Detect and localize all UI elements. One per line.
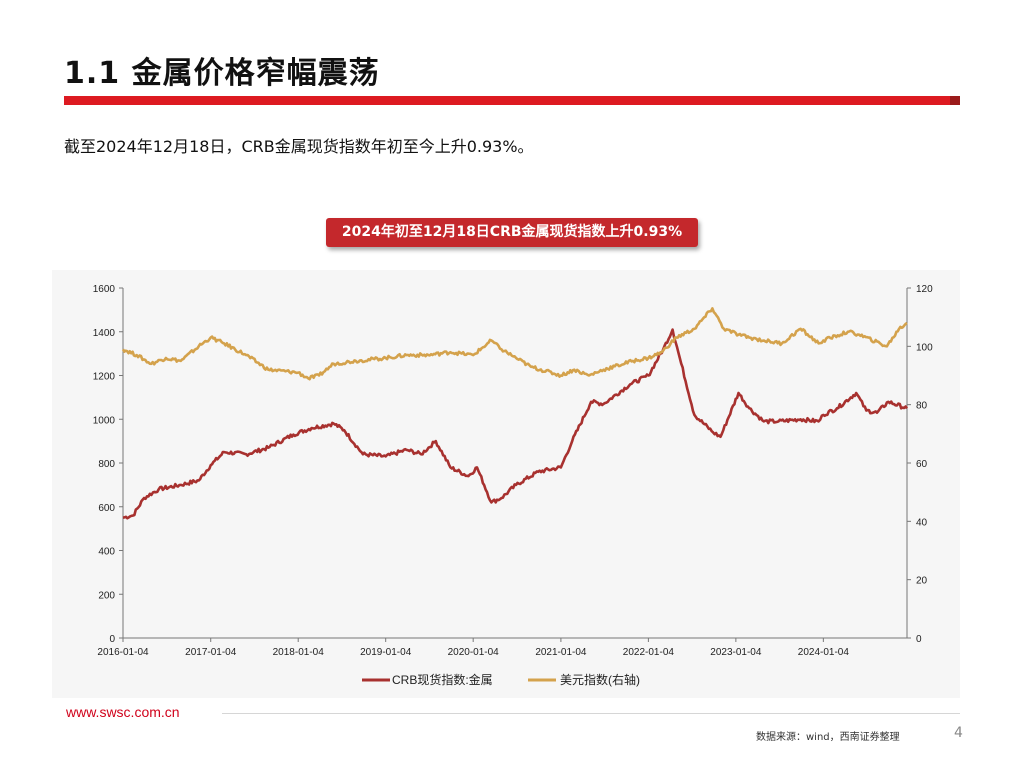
right-axis-tick-label: 20 [916,576,928,587]
right-axis-tick-label: 0 [916,634,922,645]
x-axis-tick-label: 2018-01-04 [273,647,325,658]
left-axis-tick-label: 400 [98,547,115,558]
data-source-note: 数据来源：wind，西南证券整理 [756,732,900,743]
footer-website-link[interactable]: www.swsc.com.cn [66,704,180,720]
page-number: 4 [954,725,963,741]
crb-metals-series-line [122,328,909,520]
x-axis-tick-label: 2017-01-04 [185,647,237,658]
left-axis-tick-label: 0 [109,634,115,645]
right-axis-tick-label: 60 [916,459,928,470]
title-underline [64,96,960,105]
footer-divider [222,713,960,714]
right-axis-tick-label: 80 [916,401,928,412]
left-axis-tick-label: 1600 [93,284,116,295]
left-axis-tick-label: 1400 [93,328,116,339]
left-axis-tick-label: 800 [98,459,115,470]
usd-index-series-line [121,307,908,381]
page-title: 1.1 金属价格窄幅震荡 [64,56,380,91]
x-axis-tick-label: 2021-01-04 [535,647,587,658]
right-axis-tick-label: 100 [916,342,933,353]
x-axis-tick-label: 2016-01-04 [97,647,149,658]
x-axis-tick-label: 2023-01-04 [710,647,762,658]
chart-title-banner: 2024年初至12月18日CRB金属现货指数上升0.93% [326,218,698,247]
legend-label-crb: CRB现货指数:金属 [392,672,493,687]
left-axis-tick-label: 200 [98,590,115,601]
x-axis-tick-label: 2020-01-04 [448,647,500,658]
left-axis-tick-label: 600 [98,503,115,514]
x-axis-tick-label: 2019-01-04 [360,647,412,658]
title-underline-end [950,96,960,105]
right-axis-tick-label: 40 [916,517,928,528]
left-axis-tick-label: 1200 [93,372,116,383]
right-axis-tick-label: 120 [916,284,933,295]
x-axis-tick-label: 2022-01-04 [623,647,675,658]
left-axis-tick-label: 1000 [93,415,116,426]
legend-label-usd: 美元指数(右轴) [560,672,640,687]
page-subtitle: 截至2024年12月18日，CRB金属现货指数年初至今上升0.93%。 [64,137,534,156]
x-axis-tick-label: 2024-01-04 [798,647,850,658]
